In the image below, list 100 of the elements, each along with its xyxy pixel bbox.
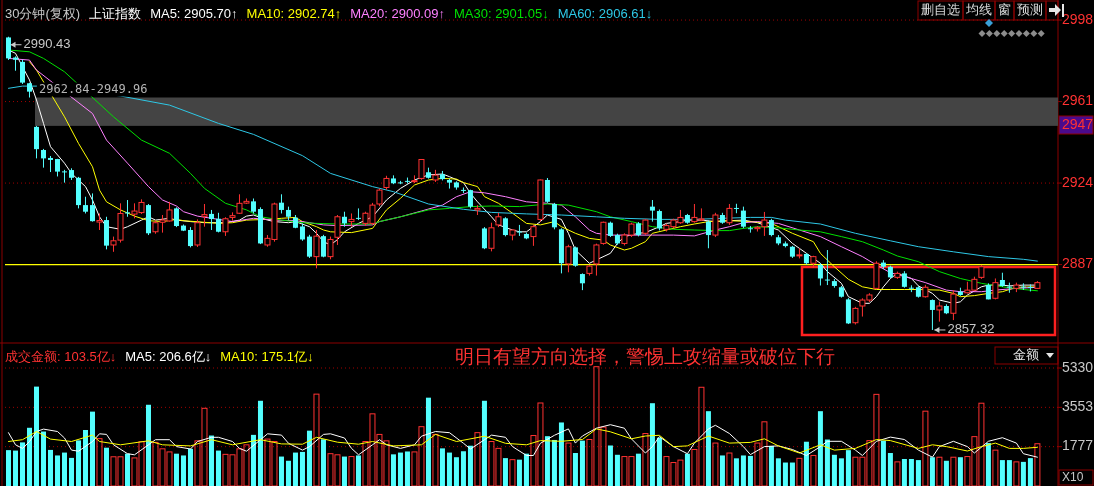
bar bbox=[817, 411, 823, 486]
candlestick bbox=[929, 298, 935, 331]
bar bbox=[558, 422, 564, 486]
bar bbox=[635, 453, 641, 486]
bar bbox=[1013, 461, 1020, 486]
line-series bbox=[8, 85, 1038, 262]
candlestick bbox=[712, 212, 719, 238]
bar bbox=[257, 400, 263, 486]
bar bbox=[838, 458, 844, 486]
bar bbox=[901, 458, 907, 486]
bar bbox=[292, 452, 298, 486]
bar bbox=[474, 432, 481, 486]
bar bbox=[642, 433, 649, 486]
y-tick-label: 5330 bbox=[1062, 358, 1094, 375]
bar bbox=[20, 442, 25, 486]
bar bbox=[733, 458, 739, 486]
text: MA10: 175.1亿↓ bbox=[220, 349, 314, 365]
y-tick-label: 2887 bbox=[1062, 255, 1094, 272]
bar bbox=[726, 452, 733, 486]
candlestick bbox=[173, 206, 179, 228]
y-tick-label: 1777 bbox=[1062, 437, 1094, 454]
bar bbox=[768, 445, 774, 486]
bar bbox=[306, 430, 312, 486]
bar bbox=[68, 457, 74, 486]
annotation: 2857.32 bbox=[947, 321, 995, 337]
text: 2947 bbox=[1062, 115, 1094, 132]
candlestick bbox=[761, 211, 768, 237]
bar bbox=[404, 451, 410, 486]
bar bbox=[782, 462, 788, 486]
bar bbox=[61, 452, 67, 486]
candlestick bbox=[565, 244, 572, 273]
annotation: 预测 bbox=[1017, 2, 1043, 18]
bar bbox=[705, 411, 711, 486]
bar bbox=[607, 445, 613, 486]
bar bbox=[572, 453, 578, 486]
candlestick bbox=[313, 229, 320, 269]
annotation: 窗 bbox=[998, 2, 1011, 18]
text: X10 bbox=[1062, 470, 1084, 485]
candlestick bbox=[649, 199, 655, 223]
bar bbox=[943, 460, 949, 486]
candlestick bbox=[61, 169, 67, 184]
candlestick bbox=[1006, 282, 1012, 294]
bar bbox=[789, 462, 795, 486]
bar bbox=[824, 439, 830, 486]
bar bbox=[894, 461, 901, 486]
bar bbox=[96, 438, 103, 486]
bar bbox=[1034, 443, 1041, 486]
bar bbox=[803, 441, 809, 486]
bar bbox=[313, 393, 320, 486]
bar bbox=[75, 440, 81, 486]
bar bbox=[55, 455, 60, 486]
bar bbox=[509, 459, 516, 486]
bar bbox=[432, 433, 439, 486]
bar bbox=[992, 449, 999, 486]
y-tick-label: 3553 bbox=[1062, 398, 1094, 415]
candlestick bbox=[544, 177, 550, 204]
bar bbox=[656, 437, 662, 486]
bar bbox=[467, 445, 473, 486]
bar bbox=[348, 456, 355, 486]
bar bbox=[614, 454, 620, 486]
bar bbox=[831, 454, 837, 486]
candlestick bbox=[34, 125, 39, 159]
bar bbox=[6, 450, 11, 486]
candlestick bbox=[20, 59, 25, 85]
bar bbox=[439, 448, 445, 486]
bar bbox=[775, 458, 781, 486]
bar bbox=[740, 455, 746, 486]
bar bbox=[502, 458, 508, 486]
bar bbox=[481, 400, 487, 486]
candlestick bbox=[418, 158, 425, 181]
candlestick bbox=[593, 243, 600, 277]
y-tick-label: 2924 bbox=[1062, 173, 1094, 190]
candlestick bbox=[551, 202, 557, 230]
bar bbox=[950, 456, 957, 486]
annotation: 明日有望方向选择，警惕上攻缩量或破位下行 bbox=[455, 346, 835, 368]
candlestick bbox=[656, 209, 662, 231]
bar bbox=[985, 443, 991, 486]
bar bbox=[145, 404, 151, 486]
text: 成交金额: 103.5亿↓ bbox=[5, 349, 117, 365]
bar bbox=[250, 434, 256, 486]
candlestick bbox=[950, 289, 957, 321]
bar bbox=[446, 452, 452, 486]
bar bbox=[999, 460, 1005, 486]
candlestick bbox=[502, 216, 508, 237]
text: MA5: 206.6亿↓ bbox=[125, 349, 212, 365]
text: MA30: 2901.05↓ bbox=[453, 6, 549, 22]
bar bbox=[516, 459, 522, 486]
bar bbox=[915, 460, 921, 486]
candlestick bbox=[222, 216, 229, 237]
bar bbox=[208, 435, 214, 486]
candlestick bbox=[824, 249, 830, 286]
text: MA10: 2902.74↑ bbox=[246, 6, 342, 22]
candlestick bbox=[89, 192, 95, 223]
bar bbox=[1006, 460, 1012, 486]
bar bbox=[89, 411, 95, 486]
bar bbox=[579, 440, 585, 486]
candlestick bbox=[530, 224, 537, 247]
bar bbox=[41, 431, 46, 486]
candlestick bbox=[488, 222, 495, 252]
bar bbox=[523, 453, 529, 486]
